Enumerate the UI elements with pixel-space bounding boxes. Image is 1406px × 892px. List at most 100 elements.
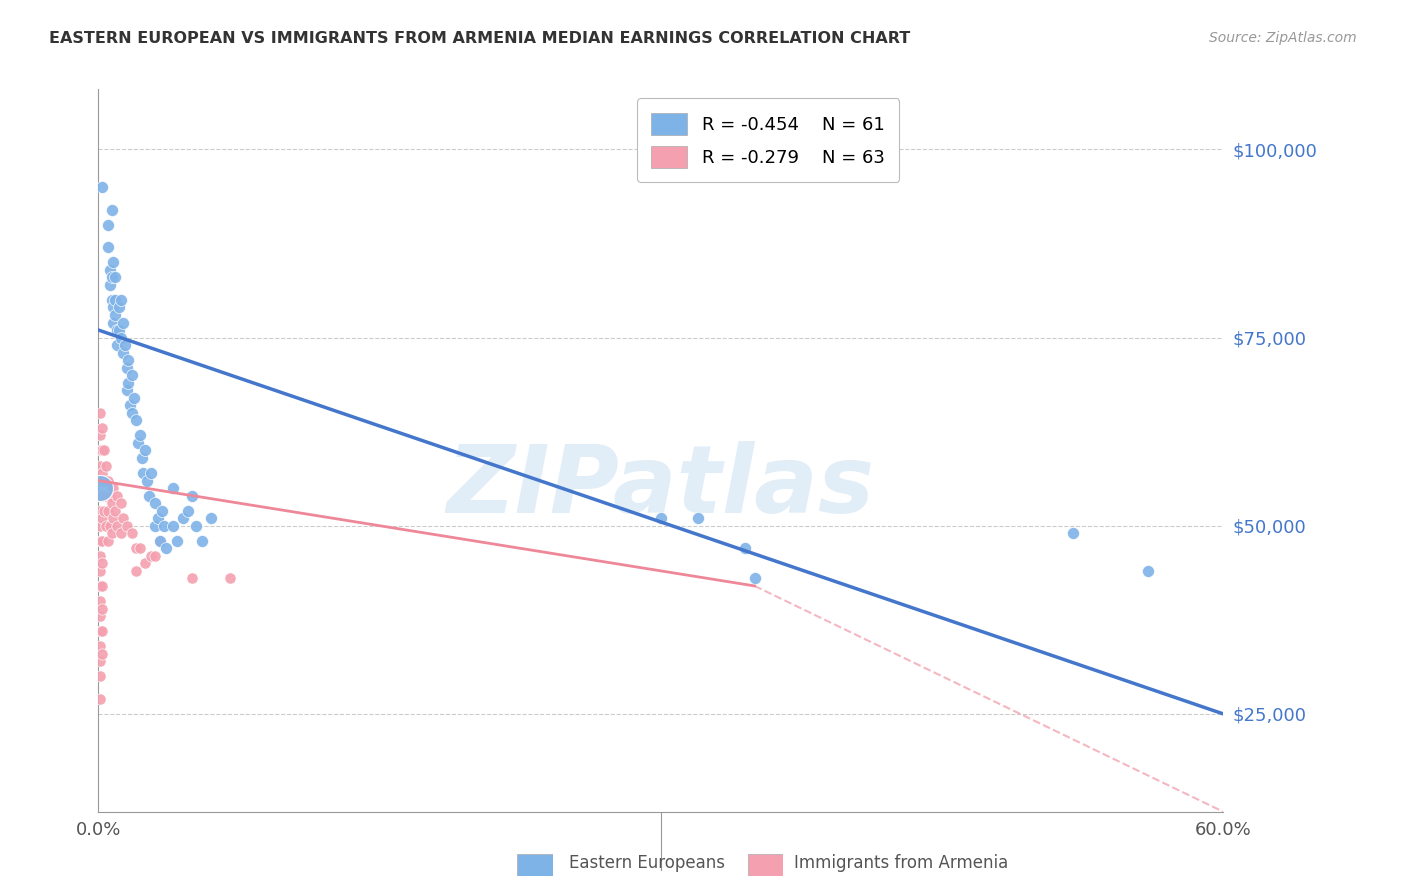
Point — [127, 436, 149, 450]
Point — [111, 345, 134, 359]
Point — [91, 579, 114, 593]
Point — [91, 601, 114, 615]
Point — [89, 458, 111, 473]
Point — [190, 533, 212, 548]
Point — [149, 533, 172, 548]
Point — [105, 323, 128, 337]
Point — [93, 443, 115, 458]
Point — [139, 549, 162, 563]
Point — [89, 594, 111, 608]
Point — [89, 406, 111, 420]
Point — [89, 669, 111, 683]
Text: Source: ZipAtlas.com: Source: ZipAtlas.com — [1209, 31, 1357, 45]
Point — [100, 526, 122, 541]
Point — [115, 360, 138, 375]
Point — [94, 458, 117, 473]
Point — [117, 376, 139, 390]
Point — [89, 564, 111, 578]
Point — [128, 428, 150, 442]
Point — [121, 368, 143, 383]
Point — [105, 489, 128, 503]
Point — [105, 518, 128, 533]
Point — [155, 541, 177, 556]
Point — [98, 277, 121, 292]
Point — [104, 270, 127, 285]
Point — [94, 518, 117, 533]
Point — [132, 466, 155, 480]
Point — [104, 293, 127, 307]
Point — [125, 541, 148, 556]
Point — [1137, 564, 1160, 578]
Point — [89, 624, 111, 639]
Point — [131, 450, 153, 465]
Point — [103, 255, 125, 269]
Point — [89, 503, 111, 517]
Point — [91, 489, 114, 503]
Point — [181, 489, 204, 503]
Point — [89, 654, 111, 668]
Point — [122, 391, 145, 405]
Point — [89, 691, 111, 706]
Point — [98, 263, 121, 277]
Point — [93, 474, 115, 488]
Point — [100, 496, 122, 510]
Point — [162, 481, 184, 495]
Point — [103, 301, 125, 315]
Point — [97, 240, 120, 254]
Point — [89, 639, 111, 653]
Point — [89, 443, 111, 458]
Point — [110, 526, 132, 541]
Point — [89, 609, 111, 624]
Text: EASTERN EUROPEAN VS IMMIGRANTS FROM ARMENIA MEDIAN EARNINGS CORRELATION CHART: EASTERN EUROPEAN VS IMMIGRANTS FROM ARME… — [49, 31, 911, 46]
Point — [125, 413, 148, 427]
Point — [744, 571, 766, 585]
Point — [110, 293, 132, 307]
Point — [115, 518, 138, 533]
Point — [121, 526, 143, 541]
Point — [139, 466, 162, 480]
Point — [91, 557, 114, 571]
Point — [111, 511, 134, 525]
Point — [104, 503, 127, 517]
Point — [98, 489, 121, 503]
Point — [89, 549, 111, 563]
Point — [134, 557, 156, 571]
Point — [1062, 526, 1084, 541]
Point — [114, 338, 136, 352]
Point — [120, 398, 142, 412]
Point — [162, 518, 184, 533]
Point — [103, 511, 125, 525]
Point — [89, 533, 111, 548]
Point — [148, 511, 170, 525]
Point — [688, 511, 710, 525]
Point — [103, 316, 125, 330]
Point — [143, 549, 166, 563]
Point — [218, 571, 240, 585]
Point — [91, 533, 114, 548]
Point — [89, 518, 111, 533]
Point — [94, 489, 117, 503]
Point — [98, 518, 121, 533]
Text: Eastern Europeans: Eastern Europeans — [569, 855, 725, 872]
Point — [108, 301, 131, 315]
Point — [108, 323, 131, 337]
Point — [91, 180, 114, 194]
Point — [100, 270, 122, 285]
Point — [97, 474, 120, 488]
Point — [177, 503, 200, 517]
Point — [111, 316, 134, 330]
Point — [91, 624, 114, 639]
Point — [97, 218, 120, 232]
Point — [89, 474, 111, 488]
Point — [143, 518, 166, 533]
Point — [89, 428, 111, 442]
Point — [110, 330, 132, 344]
Point — [143, 496, 166, 510]
Point — [172, 511, 194, 525]
Point — [91, 443, 114, 458]
Point — [89, 481, 111, 495]
Point — [97, 533, 120, 548]
Point — [166, 533, 188, 548]
Point — [150, 503, 173, 517]
Point — [128, 541, 150, 556]
